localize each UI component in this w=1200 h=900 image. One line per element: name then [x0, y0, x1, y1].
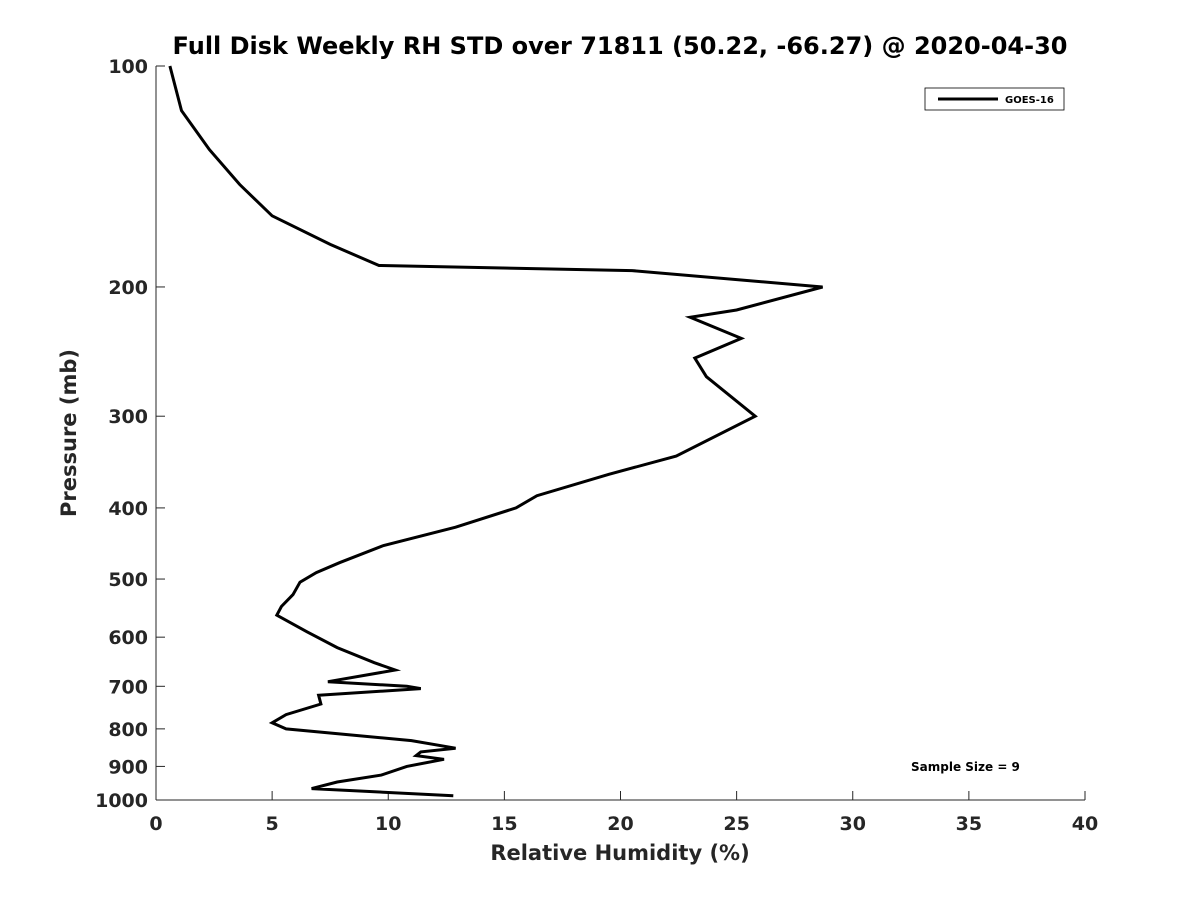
- y-ticks: 100 200 300 400 500 600 700 800 900 1000: [95, 56, 165, 812]
- y-tick-label: 700: [108, 676, 148, 698]
- x-tick-label: 5: [266, 813, 279, 835]
- y-tick-label: 100: [108, 56, 148, 78]
- x-axis-label: Relative Humidity (%): [490, 841, 749, 865]
- y-tick-label: 600: [108, 627, 148, 649]
- y-tick-label: 200: [108, 277, 148, 299]
- x-tick-label: 40: [1072, 813, 1098, 835]
- x-tick-label: 10: [375, 813, 401, 835]
- x-tick-label: 30: [840, 813, 866, 835]
- series-layer: [168, 65, 823, 798]
- y-tick-label: 900: [108, 756, 148, 778]
- legend: GOES-16: [924, 87, 1065, 111]
- y-tick-label: 400: [108, 498, 148, 520]
- y-tick-label: 1000: [95, 790, 148, 812]
- x-tick-label: 15: [491, 813, 517, 835]
- x-tick-label: 0: [149, 813, 162, 835]
- legend-label-goes-16: GOES-16: [1005, 95, 1054, 106]
- x-tick-label: 35: [956, 813, 982, 835]
- x-ticks: 0 5 10 15 20 25 30 35 40: [149, 791, 1098, 835]
- y-tick-label: 300: [108, 406, 148, 428]
- y-tick-label: 500: [108, 569, 148, 591]
- series-line-goes-16: [168, 65, 823, 798]
- sample-size-annotation: Sample Size = 9: [911, 760, 1020, 774]
- x-tick-label: 20: [607, 813, 633, 835]
- y-axis-label: Pressure (mb): [57, 349, 81, 517]
- chart-title: Full Disk Weekly RH STD over 71811 (50.2…: [173, 32, 1068, 60]
- x-tick-label: 25: [723, 813, 749, 835]
- y-tick-label: 800: [108, 719, 148, 741]
